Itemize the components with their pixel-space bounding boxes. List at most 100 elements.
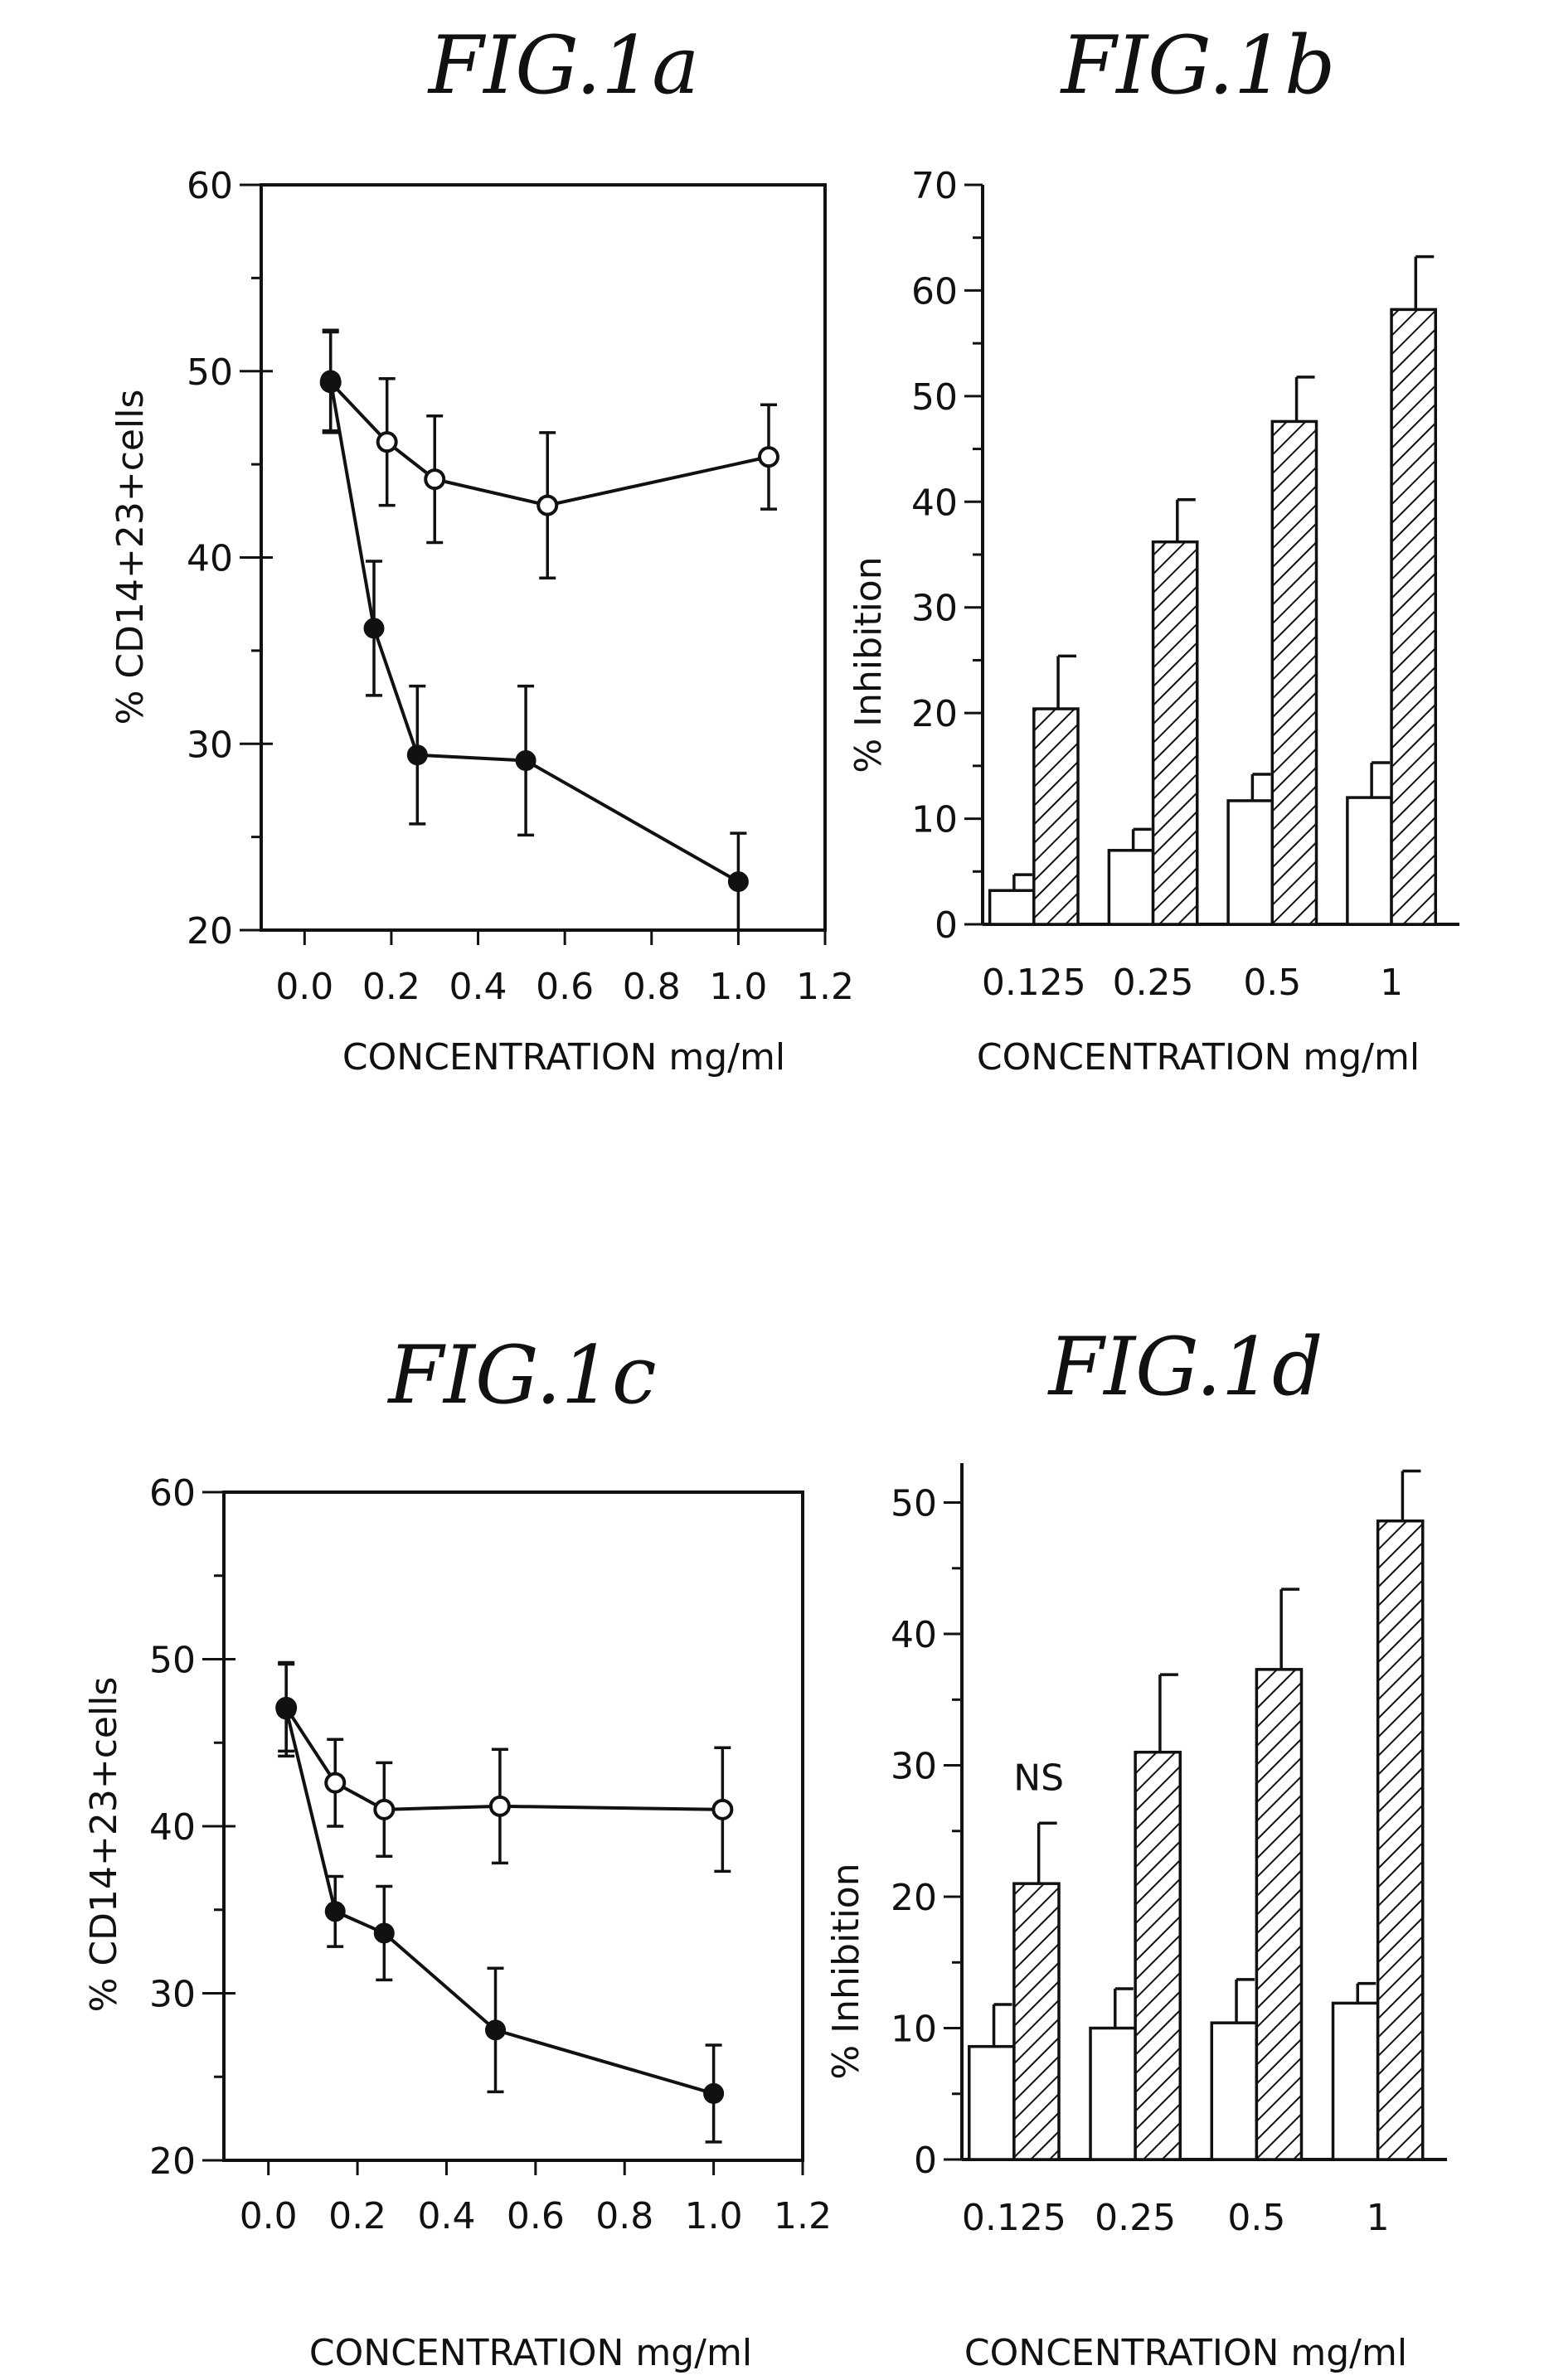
fig1b-y-tick-label: 0 bbox=[935, 904, 958, 947]
fig1b-bar-hatched bbox=[1153, 542, 1197, 924]
fig1c-series-open-point bbox=[491, 1797, 509, 1815]
fig1a-x-tick-label: 1.0 bbox=[709, 966, 767, 1008]
fig1b-y-tick-label: 50 bbox=[911, 376, 958, 419]
fig1a-x-tick-label: 0.2 bbox=[362, 966, 420, 1008]
fig1b-bar-open bbox=[990, 890, 1034, 924]
fig1b-bar-open bbox=[1347, 797, 1391, 924]
fig1a-y-tick-label: 40 bbox=[187, 538, 233, 580]
fig1c-y-tick-label: 30 bbox=[149, 1974, 196, 2016]
fig1b-y-tick-label: 20 bbox=[911, 693, 958, 735]
fig1b-y-tick-label: 70 bbox=[911, 165, 958, 207]
fig1d-bar-open bbox=[1090, 2029, 1135, 2159]
fig1c-x-tick-label: 0.0 bbox=[240, 2195, 298, 2237]
fig1d-bar-open bbox=[1333, 2003, 1378, 2159]
fig1a-series-filled-point bbox=[517, 751, 535, 769]
fig1b-y-tick-label: 60 bbox=[911, 270, 958, 313]
fig1b-y-tick-label: 40 bbox=[911, 482, 958, 524]
fig1a-series-open-point bbox=[378, 433, 396, 451]
fig1d-y-tick-label: 10 bbox=[891, 2009, 937, 2051]
fig1a-series-open-point bbox=[760, 448, 778, 466]
fig1a-panel: FIG.1a 20304050600.00.20.40.60.81.01.2 C… bbox=[109, 19, 854, 1079]
fig1c-series-filled-point bbox=[705, 2084, 723, 2102]
fig1c-title: FIG.1c bbox=[386, 1329, 656, 1422]
fig1a-series-filled-point bbox=[322, 371, 340, 390]
fig1c-x-tick-label: 1.2 bbox=[774, 2195, 832, 2237]
fig1c-y-tick-label: 50 bbox=[149, 1640, 196, 1682]
fig1a-y-tick-label: 30 bbox=[187, 724, 233, 766]
fig1c-x-tick-label: 0.4 bbox=[417, 2195, 475, 2237]
fig1d-y-axis-label: % Inhibition bbox=[825, 1863, 867, 2079]
fig1c-x-tick-label: 0.2 bbox=[328, 2195, 386, 2237]
fig1c-series-filled-point bbox=[326, 1903, 344, 1921]
fig1d-bar-hatched bbox=[1014, 1883, 1059, 2159]
fig1a-title: FIG.1a bbox=[427, 19, 700, 112]
fig1d-y-tick-label: 20 bbox=[891, 1877, 937, 1919]
fig1b-x-tick-label: 0.5 bbox=[1243, 962, 1301, 1004]
fig1d-bar-open bbox=[969, 2047, 1014, 2159]
fig1b-bar-hatched bbox=[1272, 421, 1316, 924]
fig1b-y-tick-label: 30 bbox=[911, 588, 958, 630]
fig1c-x-tick-label: 0.8 bbox=[595, 2195, 653, 2237]
fig1a-series-filled-point bbox=[365, 619, 383, 637]
fig1b-x-tick-label: 0.25 bbox=[1113, 962, 1194, 1004]
fig1d-y-tick-label: 40 bbox=[891, 1614, 937, 1656]
fig1a-x-tick-label: 0.8 bbox=[623, 966, 681, 1008]
fig1c-y-tick-label: 60 bbox=[149, 1472, 196, 1515]
fig1b-panel: FIG.1b 0 10 20 30 40 50 60 70 0.125 0.25 0.5 1 CONC… bbox=[847, 19, 1459, 1079]
fig1d-y-tick-label: 50 bbox=[891, 1483, 937, 1525]
fig1c-x-tick-label: 1.0 bbox=[685, 2195, 743, 2237]
fig1c-series-open-line bbox=[286, 1708, 722, 1810]
fig1d-ns-annotation: NS bbox=[1013, 1757, 1064, 1799]
fig1a-y-tick-label: 50 bbox=[187, 351, 233, 394]
fig1c-y-tick-label: 40 bbox=[149, 1806, 196, 1849]
fig1a-series-filled-point bbox=[729, 873, 747, 891]
fig1a-series-open-point bbox=[425, 470, 444, 488]
fig1d-title: FIG.1d bbox=[1047, 1321, 1323, 1413]
fig1c-x-tick-label: 0.6 bbox=[507, 2195, 565, 2237]
fig1d-bar-hatched bbox=[1256, 1670, 1301, 2159]
fig1d-x-tick-label: 1 bbox=[1367, 2197, 1390, 2239]
fig1c-series-filled-point bbox=[277, 1700, 295, 1718]
fig1b-bar-open bbox=[1228, 801, 1272, 924]
fig1d-bar-open bbox=[1211, 2023, 1256, 2159]
fig1c-series-open-point bbox=[713, 1801, 731, 1819]
fig1b-x-tick-label: 1 bbox=[1380, 962, 1403, 1004]
fig1d-y-tick-label: 30 bbox=[891, 1746, 937, 1788]
fig1c-plot-frame bbox=[224, 1492, 803, 2160]
fig1a-y-tick-label: 60 bbox=[187, 165, 233, 207]
fig1d-bar-hatched bbox=[1378, 1521, 1423, 2159]
fig1a-y-tick-label: 20 bbox=[187, 910, 233, 952]
fig1a-x-tick-label: 0.6 bbox=[536, 966, 594, 1008]
fig1a-plot-frame bbox=[261, 185, 825, 930]
fig1b-bar-open bbox=[1109, 851, 1153, 924]
fig1d-panel: FIG.1d 0 10 20 30 40 50 0.125 NS 0.25 0.5 1 CONCEN… bbox=[825, 1321, 1447, 2374]
fig1c-y-tick-label: 20 bbox=[149, 2140, 196, 2183]
fig1b-title: FIG.1b bbox=[1060, 19, 1336, 112]
fig1b-bar-hatched bbox=[1034, 709, 1078, 924]
fig1b-x-tick-label: 0.125 bbox=[982, 962, 1086, 1004]
fig1d-y-tick-label: 0 bbox=[914, 2140, 937, 2182]
fig1a-y-axis-label: % CD14+23+cells bbox=[109, 390, 152, 725]
fig1a-x-tick-label: 0.0 bbox=[275, 966, 333, 1008]
fig1c-panel: FIG.1c 20 30 40 50 60 0.0 0.2 0.4 0.6 0.8 1.0 1.2 C… bbox=[83, 1329, 832, 2374]
fig1a-series-open-point bbox=[538, 497, 556, 515]
fig1c-x-axis-label: CONCENTRATION mg/ml bbox=[309, 2332, 752, 2374]
fig1a-series-filled-point bbox=[408, 746, 426, 764]
fig1d-x-tick-label: 0.5 bbox=[1227, 2197, 1285, 2239]
fig1c-series-open-point bbox=[375, 1801, 393, 1819]
fig1d-x-tick-label: 0.125 bbox=[962, 2197, 1066, 2239]
fig1b-x-axis-label: CONCENTRATION mg/ml bbox=[977, 1036, 1420, 1079]
fig1b-bar-hatched bbox=[1391, 309, 1435, 924]
fig1c-series-filled-point bbox=[375, 1924, 393, 1942]
fig1d-x-tick-label: 0.25 bbox=[1095, 2197, 1176, 2239]
fig1b-y-tick-label: 10 bbox=[911, 799, 958, 841]
fig1d-bar-hatched bbox=[1135, 1752, 1180, 2159]
fig1d-x-axis-label: CONCENTRATION mg/ml bbox=[964, 2332, 1407, 2374]
fig1b-y-axis-label: % Inhibition bbox=[847, 556, 890, 773]
fig1a-x-tick-label: 0.4 bbox=[449, 966, 507, 1008]
fig1c-series-open-point bbox=[326, 1774, 344, 1792]
fig1a-series-filled-line bbox=[331, 381, 739, 882]
fig1a-x-axis-label: CONCENTRATION mg/ml bbox=[342, 1036, 785, 1079]
fig1c-series-filled-point bbox=[487, 2021, 505, 2039]
